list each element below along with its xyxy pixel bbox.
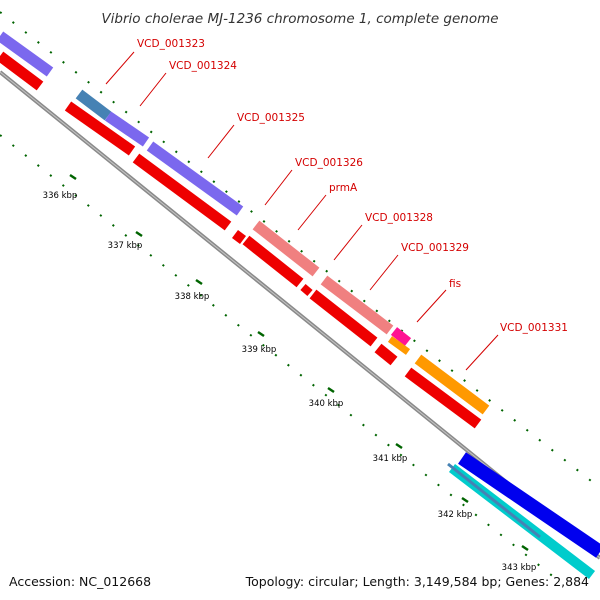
outer-dotted-ring xyxy=(0,11,600,489)
tick-338 xyxy=(195,278,203,286)
tick-342 xyxy=(461,496,469,504)
gene-label-vcd-001329: VCD_001329 xyxy=(401,242,469,254)
feature-red-1 xyxy=(0,51,44,91)
feature-salmon-2 xyxy=(320,275,394,335)
feature-red-8 xyxy=(374,343,398,366)
feature-purple-1 xyxy=(0,31,54,77)
leader-fis xyxy=(416,289,447,323)
tick-label-343: 343 kbp xyxy=(502,563,537,573)
gene-label-vcd-001328: VCD_001328 xyxy=(365,212,433,224)
feature-purple-3 xyxy=(146,141,244,216)
feature-purple-2 xyxy=(104,111,150,147)
tick-label-339: 339 kbp xyxy=(242,345,277,355)
feature-red-6 xyxy=(300,283,313,297)
feature-red-5 xyxy=(242,235,304,288)
feature-red-2 xyxy=(64,101,136,156)
feature-red-7 xyxy=(309,289,378,347)
feature-red-3 xyxy=(132,153,232,231)
tick-marks xyxy=(69,173,529,552)
leader-1326 xyxy=(264,169,293,206)
accession-text: Accession: NC_012668 xyxy=(9,574,151,589)
genome-summary-text: Topology: circular; Length: 3,149,584 bp… xyxy=(245,574,589,589)
gene-label-vcd-001326: VCD_001326 xyxy=(295,157,363,169)
tick-339 xyxy=(257,330,265,338)
tick-label-337: 337 kbp xyxy=(108,241,143,251)
gene-labels: VCD_001323 VCD_001324 VCD_001325 VCD_001… xyxy=(137,38,568,334)
tick-labels: 336 kbp 337 kbp 338 kbp 339 kbp 340 kbp … xyxy=(43,191,537,573)
feature-magenta-1 xyxy=(390,327,412,346)
feature-orange-2 xyxy=(414,354,490,415)
gene-label-vcd-001324: VCD_001324 xyxy=(169,60,237,72)
tick-label-336: 336 kbp xyxy=(43,191,78,201)
leader-1328 xyxy=(333,224,363,261)
gene-label-vcd-001325: VCD_001325 xyxy=(237,112,305,124)
gene-label-fis: fis xyxy=(449,278,461,290)
tick-341 xyxy=(395,442,403,450)
tick-label-338: 338 kbp xyxy=(175,292,210,302)
tick-label-342: 342 kbp xyxy=(438,510,473,520)
label-leaders xyxy=(105,51,499,371)
map-title: Vibrio cholerae MJ-1236 chromosome 1, co… xyxy=(101,11,498,27)
leader-1325 xyxy=(207,124,235,159)
feature-orange-1 xyxy=(387,336,411,355)
feature-red-9 xyxy=(404,367,482,429)
tick-337 xyxy=(135,230,143,238)
feature-steel-blue-2 xyxy=(447,462,541,539)
gene-label-prma: prmA xyxy=(329,182,358,194)
leader-1329 xyxy=(369,254,399,291)
features xyxy=(0,31,600,579)
tick-label-341: 341 kbp xyxy=(373,454,408,464)
feature-salmon-1 xyxy=(252,220,320,277)
tick-label-340: 340 kbp xyxy=(309,399,344,409)
leader-1323 xyxy=(105,51,135,85)
tick-336 xyxy=(69,173,77,181)
gene-label-vcd-001323: VCD_001323 xyxy=(137,38,205,50)
gene-label-vcd-001331: VCD_001331 xyxy=(500,322,568,334)
tick-340 xyxy=(327,386,335,394)
tick-343 xyxy=(521,544,529,552)
leader-prmA xyxy=(297,194,327,231)
feature-red-4 xyxy=(232,230,246,244)
feature-blue-1 xyxy=(458,452,600,558)
feature-steel-blue-1 xyxy=(75,89,112,121)
leader-1331 xyxy=(465,334,499,371)
leader-1324 xyxy=(139,72,167,107)
